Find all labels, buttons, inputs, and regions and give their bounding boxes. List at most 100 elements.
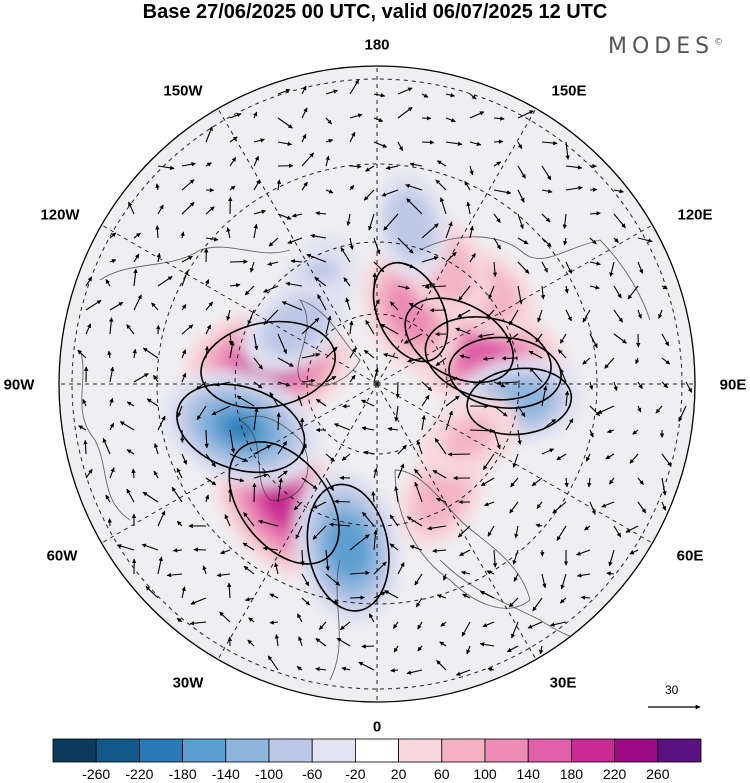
- wind-vector: [477, 333, 495, 339]
- wind-vector: [141, 543, 159, 551]
- wind-vector: [252, 482, 257, 503]
- wind-vector: [439, 197, 447, 215]
- wind-vector: [105, 279, 111, 287]
- wind-vector: [325, 315, 332, 335]
- wind-vector: [597, 405, 615, 414]
- wind-vector: [604, 357, 615, 369]
- wind-vector: [341, 666, 351, 671]
- wind-vector: [373, 299, 380, 311]
- wind-vector: [541, 140, 558, 146]
- wind-vector: [85, 468, 93, 479]
- wind-vector: [559, 333, 567, 344]
- wind-vector: [325, 597, 339, 604]
- wind-vector: [202, 565, 207, 575]
- wind-vector: [445, 141, 463, 146]
- wind-vector: [229, 113, 242, 119]
- wind-vector: [253, 209, 266, 215]
- wind-vector: [109, 467, 115, 479]
- wind-vector: [181, 324, 194, 335]
- wind-vector: [613, 213, 626, 229]
- wind-vector: [539, 645, 544, 655]
- wind-vector: [301, 317, 320, 335]
- wind-vector: [513, 573, 519, 582]
- wind-vector: [484, 501, 495, 507]
- wind-vector: [637, 261, 644, 274]
- wind-vector: [397, 237, 414, 254]
- colorbar-swatch: [354, 738, 399, 763]
- wind-vector: [479, 642, 495, 647]
- map-boundary: [58, 65, 696, 703]
- contour-line: [404, 297, 515, 384]
- wind-vector: [587, 477, 592, 488]
- wind-vector: [564, 390, 570, 407]
- wind-vector: [204, 429, 209, 449]
- wind-vector: [181, 304, 187, 311]
- wind-vector: [661, 357, 671, 365]
- wind-vector: [469, 93, 477, 100]
- wind-vector: [493, 429, 501, 450]
- wind-vector: [445, 376, 458, 383]
- wind-vector: [258, 519, 279, 527]
- wind-vector: [325, 346, 338, 359]
- wind-vector: [637, 237, 653, 243]
- wind-vector: [205, 301, 214, 311]
- wind-vector: [397, 285, 410, 290]
- wind-vector: [277, 440, 288, 455]
- wind-vector: [157, 276, 173, 287]
- wind-vector: [613, 309, 624, 323]
- meridian-line: [376, 108, 537, 385]
- wind-vector: [564, 477, 569, 488]
- wind-vector: [373, 467, 378, 479]
- wind-vector: [268, 237, 279, 247]
- lon-label-180: 180: [364, 36, 390, 54]
- wind-vector: [300, 549, 305, 566]
- wind-vector: [219, 611, 231, 623]
- wind-vector: [301, 573, 310, 587]
- wind-vector: [394, 405, 399, 422]
- wind-vector: [253, 138, 265, 143]
- wind-vector: [312, 525, 327, 540]
- wind-vector: [539, 549, 545, 557]
- wind-vector: [205, 162, 212, 167]
- wind-vector: [436, 160, 447, 167]
- wind-vector: [109, 422, 115, 431]
- wind-vector: [479, 590, 495, 599]
- wind-vector: [482, 621, 495, 628]
- wind-vector: [281, 301, 303, 311]
- wind-vector: [157, 165, 175, 171]
- wind-vector: [435, 497, 447, 503]
- wind-vector: [205, 279, 210, 287]
- wind-vector: [436, 594, 447, 599]
- wind-vector: [435, 357, 447, 367]
- wind-vector: [373, 561, 387, 575]
- wind-vector: [397, 562, 405, 575]
- wind-vector: [349, 595, 365, 600]
- colorbar: [52, 738, 702, 763]
- wind-vector: [506, 333, 519, 343]
- wind-vector: [492, 261, 498, 277]
- wind-vector: [306, 253, 327, 263]
- wind-vector: [301, 352, 321, 359]
- wind-vector: [565, 261, 573, 274]
- wind-vector: [395, 381, 400, 399]
- wind-vector: [466, 645, 471, 655]
- wind-vector: [205, 206, 215, 215]
- wind-vector: [132, 348, 137, 359]
- wind-vector: [157, 556, 163, 575]
- wind-vector: [253, 473, 269, 479]
- wind-vector: [166, 572, 183, 578]
- wind-vector: [181, 270, 189, 287]
- wind-vector: [229, 453, 249, 462]
- wind-vector: [181, 162, 196, 167]
- wind-vector: [301, 107, 308, 119]
- wind-vector: [181, 453, 188, 465]
- anomaly-center: [160, 370, 321, 487]
- wind-vector: [242, 542, 255, 551]
- wind-vector: [334, 499, 351, 504]
- wind-vector: [340, 621, 351, 631]
- wind-vector: [263, 285, 279, 293]
- wind-vector: [541, 418, 556, 431]
- wind-vector: [315, 638, 327, 647]
- anomaly-center: [372, 170, 449, 281]
- wind-vector: [606, 571, 615, 576]
